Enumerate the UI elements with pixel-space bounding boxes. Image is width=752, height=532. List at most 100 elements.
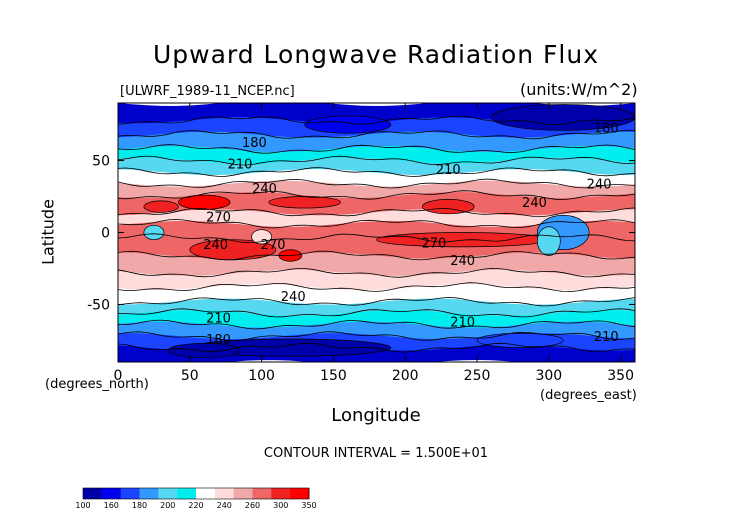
y-tick-label: 50 (92, 154, 110, 170)
flux-feature (376, 232, 550, 248)
lat-band (118, 269, 635, 292)
contour-line (118, 342, 635, 353)
colorbar-label: 350 (301, 501, 316, 510)
contour-label: 270 (261, 238, 286, 253)
x-tick-label: 100 (248, 368, 275, 384)
x-tick-label: 200 (392, 368, 419, 384)
contour-label: 180 (242, 136, 267, 151)
contour-label: 210 (206, 311, 231, 326)
lat-band (118, 209, 635, 228)
contour-label: 240 (450, 254, 475, 269)
contour-label: 180 (206, 333, 231, 348)
flux-feature (491, 104, 635, 131)
lat-band (118, 157, 635, 177)
colorbar-label: 200 (160, 501, 175, 510)
chart-title: Upward Longwave Radiation Flux (152, 40, 600, 69)
contour-label: 180 (594, 121, 619, 136)
y-tick-label: -50 (87, 297, 110, 313)
y-unit-note: (degrees_north) (45, 377, 149, 392)
file-label: [ULWRF_1989-11_NCEP.nc] (120, 84, 295, 99)
flux-feature (268, 196, 341, 209)
contour-line (118, 219, 635, 229)
flux-feature (143, 224, 165, 241)
flux-feature (536, 226, 561, 256)
contour-line (118, 308, 635, 318)
x-tick-label: 50 (181, 368, 199, 384)
contour-label: 210 (436, 163, 461, 178)
contour-interval-note: CONTOUR INTERVAL = 1.500E+01 (263, 446, 489, 461)
flux-feature (304, 115, 392, 134)
colorbar-swatch (252, 488, 272, 499)
contour-label: 240 (522, 196, 547, 211)
colorbar-swatch (196, 488, 216, 499)
colorbar: 100 160 180 200 220 240 260 300 350 (75, 487, 317, 510)
flux-feature (143, 200, 179, 213)
x-tick-label: 0 (114, 368, 123, 384)
y-tick-label: 0 (101, 226, 110, 242)
contour-line (118, 190, 635, 201)
colorbar-label: 220 (188, 501, 203, 510)
contour-line (118, 115, 635, 126)
contour-line (118, 144, 635, 154)
x-axis-label: Longitude (331, 405, 421, 426)
flux-feature (167, 342, 241, 359)
colorbar-label: 260 (245, 501, 260, 510)
lat-band (118, 192, 635, 217)
contour-line (118, 297, 635, 307)
units-label: (units:W/m^2) (520, 80, 638, 99)
contour-line (118, 233, 635, 244)
y-axis: -50 0 50 (87, 154, 635, 313)
contour-label: 210 (450, 316, 475, 331)
x-tick-label: 300 (535, 368, 562, 384)
lat-band (118, 284, 635, 306)
colorbar-label: 180 (132, 501, 147, 510)
colorbar-swatch (120, 488, 140, 499)
colorbar-swatch (101, 488, 122, 499)
flux-feature (476, 332, 564, 348)
contour-label: 240 (281, 290, 306, 305)
lat-band (118, 310, 635, 329)
colorbar-label: 240 (217, 501, 232, 510)
contour-line (118, 331, 635, 342)
colorbar-label: 300 (273, 501, 288, 510)
colorbar-swatch (139, 488, 159, 499)
contour-line (118, 267, 635, 278)
contour-label: 210 (594, 330, 619, 345)
plot-area (118, 103, 635, 362)
colorbar-frame (82, 487, 310, 500)
colorbar-label: 100 (75, 501, 90, 510)
colorbar-label: 160 (104, 501, 119, 510)
contour-label: 240 (203, 238, 228, 253)
colorbar-swatch (271, 488, 291, 499)
contour-line (118, 129, 635, 140)
contour-line (118, 155, 635, 166)
contour-line (118, 178, 635, 189)
colorbar-swatch (177, 488, 197, 499)
contour-label: 240 (587, 178, 612, 193)
contour-label: 240 (252, 182, 277, 197)
contour-label: 270 (422, 237, 447, 252)
x-axis: 0 50 100 150 200 250 300 350 (114, 103, 634, 384)
lat-band (118, 180, 635, 200)
colorbar-swatch (158, 488, 178, 499)
colorbar-swatch (233, 488, 253, 499)
contour-line (118, 167, 635, 177)
x-tick-label: 150 (320, 368, 347, 384)
colorbar-swatch (214, 488, 235, 499)
x-unit-note: (degrees_east) (540, 388, 637, 403)
contour-line (118, 282, 635, 293)
colorbar-swatch (290, 488, 310, 499)
contour-line (118, 207, 635, 218)
lat-band (118, 146, 635, 165)
lat-band (118, 298, 635, 318)
contour-label: 210 (228, 157, 253, 172)
x-tick-label: 250 (464, 368, 491, 384)
x-tick-label: 350 (607, 368, 634, 384)
contour-label: 270 (206, 211, 231, 226)
flux-feature (177, 194, 231, 210)
flux-feature (422, 199, 475, 215)
colorbar-swatch (83, 488, 103, 499)
lat-band (118, 131, 635, 153)
